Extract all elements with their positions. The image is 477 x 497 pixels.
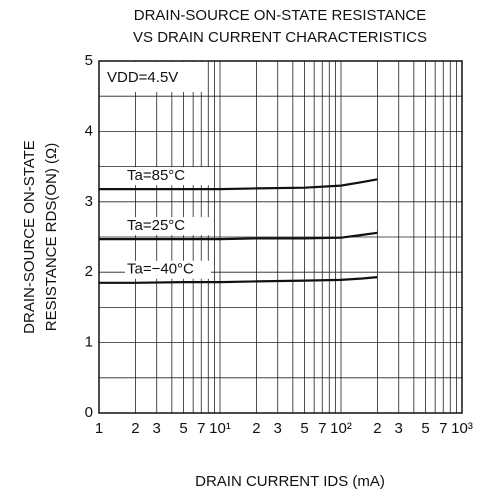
x-tick-label: 10² xyxy=(330,420,352,437)
series-label-bg xyxy=(125,260,211,279)
y-tick-label: 3 xyxy=(85,193,93,210)
x-tick-label: 5 xyxy=(300,420,308,437)
x-tick-label: 5 xyxy=(179,420,187,437)
x-tick-label: 3 xyxy=(395,420,403,437)
x-tick-label: 5 xyxy=(421,420,429,437)
y-tick-label: 5 xyxy=(85,52,93,69)
x-tick-label: 2 xyxy=(131,420,139,437)
series-line xyxy=(99,178,378,191)
series-label: Ta=85°C xyxy=(127,167,185,184)
series-label: Ta=25°C xyxy=(127,217,185,234)
annotation-box xyxy=(100,62,204,92)
x-tick-label: 10¹ xyxy=(209,420,231,437)
chart-title: DRAIN-SOURCE ON-STATE RESISTANCE xyxy=(134,7,427,24)
annotation: VDD=4.5V xyxy=(107,69,178,86)
y-axis-label: DRAIN-SOURCE ON-STATE xyxy=(21,140,38,334)
y-tick-label: 4 xyxy=(85,122,93,139)
x-tick-label: 3 xyxy=(274,420,282,437)
y-tick-label: 2 xyxy=(85,263,93,280)
x-tick-label: 7 xyxy=(197,420,205,437)
x-tick-label: 2 xyxy=(252,420,260,437)
x-tick-label: 2 xyxy=(373,420,381,437)
series-line xyxy=(99,231,378,241)
series-label: Ta=−40°C xyxy=(127,261,194,278)
x-tick-label: 10³ xyxy=(451,420,473,437)
series-line xyxy=(99,276,378,284)
plot-frame xyxy=(98,60,463,414)
x-tick-label: 3 xyxy=(153,420,161,437)
x-axis-label: DRAIN CURRENT IDS (mA) xyxy=(195,473,385,490)
series-label-bg xyxy=(125,217,211,236)
x-tick-label: 7 xyxy=(318,420,326,437)
y-axis-label: RESISTANCE RDS(ON) (Ω) xyxy=(43,143,60,331)
x-tick-label: 1 xyxy=(95,420,103,437)
y-tick-label: 1 xyxy=(85,334,93,351)
series-label-bg xyxy=(125,167,211,186)
y-tick-label: 0 xyxy=(85,404,93,421)
chart-title: VS DRAIN CURRENT CHARACTERISTICS xyxy=(133,29,427,46)
x-tick-label: 7 xyxy=(439,420,447,437)
